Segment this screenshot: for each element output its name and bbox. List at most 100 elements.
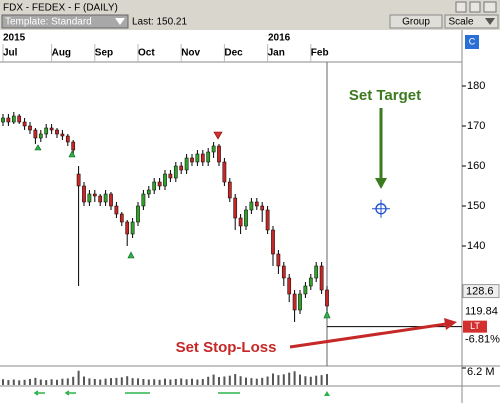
candle-body (33, 129, 38, 139)
window-title: FDX - FEDEX - F (DAILY) (3, 3, 118, 14)
volume-bar (77, 370, 80, 385)
candle-body (125, 221, 130, 235)
candle-body (22, 121, 27, 127)
volume-bar (245, 377, 247, 385)
candle-body (38, 133, 43, 139)
candle-body (265, 209, 270, 231)
candle-body (168, 173, 173, 179)
candle-body (157, 181, 162, 187)
candle-body (1, 117, 5, 123)
volume-bar (110, 378, 112, 385)
candle-body (292, 293, 297, 311)
volume-bar (234, 374, 237, 385)
arrow-head (444, 318, 457, 330)
candle-body (271, 229, 275, 255)
x-tick-label: Oct (138, 48, 155, 59)
candle-body (119, 213, 124, 223)
scale-button[interactable] (444, 14, 499, 29)
candle-body (76, 173, 81, 187)
volume-bar (207, 376, 210, 385)
y-tick-label: 180 (467, 80, 485, 92)
candle-body (238, 217, 243, 227)
candle-body (11, 115, 16, 123)
volume-bar (23, 379, 26, 385)
volume-bar (2, 379, 4, 385)
volume-bar (93, 378, 96, 385)
candle-body (55, 129, 59, 135)
volume-bar (169, 379, 172, 385)
group-button[interactable] (389, 14, 443, 29)
minimize[interactable] (455, 1, 467, 13)
buy-signal (34, 144, 331, 319)
candle-body (17, 115, 22, 123)
candle-body (217, 145, 221, 163)
c-button[interactable] (465, 35, 479, 49)
candle-body (49, 127, 54, 131)
annotation: Set Target (349, 87, 421, 104)
candle-body (211, 145, 216, 153)
candle-body (44, 127, 49, 135)
volume-bar (272, 373, 274, 385)
volume-bar (201, 378, 204, 385)
y-tick-label: 140 (467, 240, 485, 252)
volume-bar (83, 376, 85, 385)
volume-bar (191, 378, 193, 385)
candle-body (227, 181, 232, 199)
volume-bar (72, 376, 75, 385)
stop-loss-tag[interactable] (463, 320, 487, 333)
volume-bar (266, 376, 269, 385)
candle-body (6, 117, 11, 123)
candle-body (71, 141, 76, 151)
volume-bar (39, 379, 42, 385)
volume-bar (196, 379, 199, 385)
volume-bar (131, 378, 134, 385)
volume-bar (7, 380, 10, 385)
sell-signal (213, 131, 223, 140)
volume-bar (147, 379, 150, 385)
volume-bar (212, 374, 215, 385)
y-tick-label: 170 (467, 120, 485, 132)
volume-bar (45, 380, 48, 385)
volume-bar (180, 378, 183, 385)
dropdown-arrow (115, 18, 125, 25)
candle-body (103, 193, 108, 203)
volume-bar (293, 371, 296, 385)
c-label: C (469, 36, 476, 46)
annotation: Set Stop-Loss (176, 339, 277, 356)
x-tick-label: Feb (311, 48, 329, 59)
group-label: Group (402, 17, 430, 28)
volume-bar (261, 377, 264, 385)
volume-bar (320, 375, 323, 385)
volume-bar (12, 379, 15, 385)
volume-bar (88, 378, 91, 385)
volume-bar (282, 374, 285, 385)
candle-body (206, 151, 211, 163)
last-price: Last: 150.21 (132, 17, 187, 28)
volume-bar (288, 372, 291, 385)
close[interactable] (483, 1, 497, 13)
candle-body (65, 135, 70, 143)
candle-body (195, 153, 200, 163)
volume-bar (115, 377, 118, 385)
volume-bar (315, 375, 318, 385)
volume-bar (137, 378, 139, 385)
candle-body (303, 285, 308, 295)
volume-bar (304, 376, 307, 385)
volume-bar (153, 379, 156, 385)
stop-loss-tag-label: LT (470, 321, 480, 331)
volume-bar (29, 378, 31, 385)
volume-bar (18, 380, 21, 385)
candle-body (136, 205, 140, 223)
volume-bar (239, 376, 242, 385)
candle-body (287, 277, 292, 295)
year-label: 2016 (268, 33, 291, 44)
template-dropdown[interactable] (1, 14, 129, 29)
maximize[interactable] (469, 1, 481, 13)
candle-body (308, 277, 313, 287)
volume-bar (218, 377, 220, 385)
candle-body (130, 221, 135, 235)
x-tick-label: Dec (224, 48, 243, 59)
candle-body (60, 133, 65, 137)
volume-bar (223, 376, 226, 385)
price-axis (462, 34, 500, 367)
